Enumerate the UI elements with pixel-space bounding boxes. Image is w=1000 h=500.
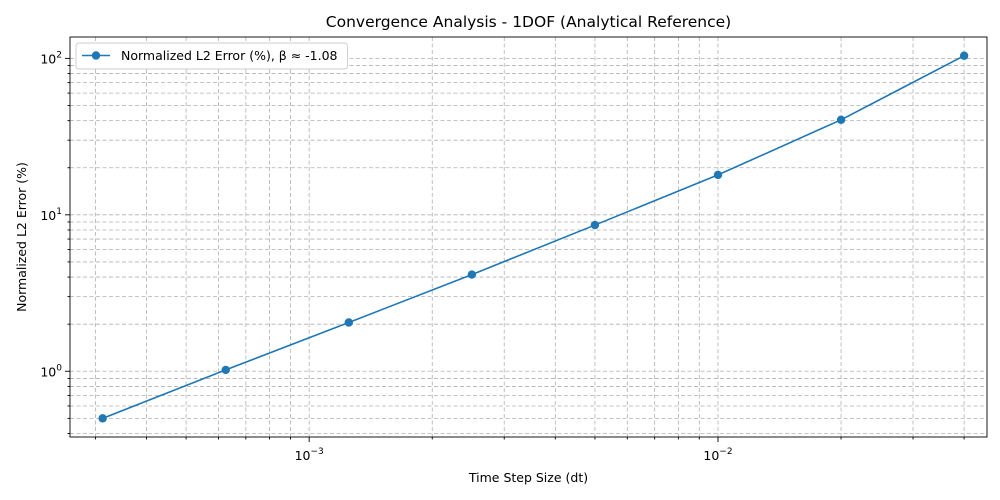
data-point [590,220,600,230]
data-point [221,365,230,375]
y-tick-label: 102 [40,50,62,66]
axes: 10−3 10−2 100 101 102 [40,36,988,463]
data-point [713,170,723,180]
y-tick-label: 101 [40,207,62,223]
chart-title: Convergence Analysis - 1DOF (Analytical … [326,13,731,31]
x-axis-label: Time Step Size (dt) [468,470,588,485]
legend: Normalized L2 Error (%), β ≈ -1.08 [75,42,348,70]
series-line [102,55,965,420]
series-layer [98,51,969,423]
x-tick-label: 10−3 [295,447,324,463]
legend-marker [91,51,101,60]
data-point [959,51,969,60]
x-tick-label: 10−2 [703,447,732,463]
y-axis-label: Normalized L2 Error (%) [14,162,29,312]
data-point [467,270,477,279]
plot-frame [69,36,988,438]
legend-entry: Normalized L2 Error (%), β ≈ -1.08 [121,48,338,63]
legend-box [75,42,348,70]
y-tick-label: 100 [40,363,62,379]
data-point [344,318,353,327]
data-point [98,414,107,423]
data-point [836,115,846,124]
